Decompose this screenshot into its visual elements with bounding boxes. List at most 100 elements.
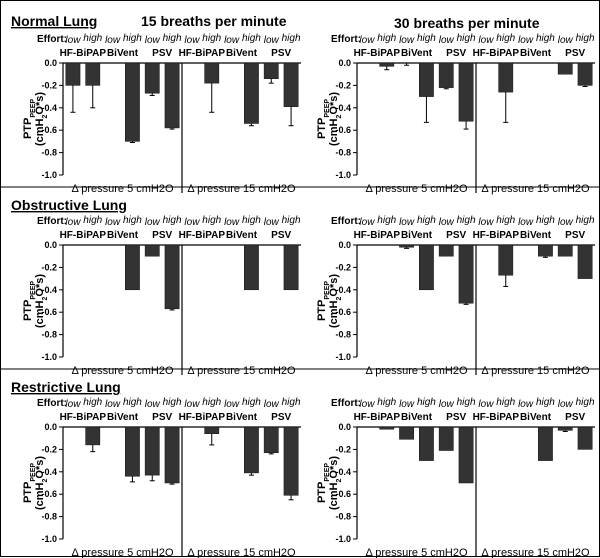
bar [244,244,259,291]
bar [438,426,454,451]
delta-pressure-label: Δ pressure 15 cmH2O [481,547,590,558]
mode-label: BiVent [107,412,139,423]
effort-level-low: low [478,35,494,46]
bar [577,244,593,279]
effort-level-high: high [202,215,221,226]
effort-level-low: low [145,399,161,410]
mode-label: PSV [446,48,466,59]
y-tick-label: 0.0 [44,240,57,250]
effort-level-low: low [264,399,280,410]
bar [263,426,279,454]
bar [557,426,573,431]
y-tick-label: -0.4 [41,285,57,295]
effort-level-high: high [457,215,476,226]
effort-level-low: low [105,399,121,410]
y-tick-label: -0.6 [335,125,351,135]
y-tick-label: -0.8 [335,512,351,522]
y-tick-label: -0.4 [41,467,57,477]
effort-level-high: high [496,215,515,226]
bar [204,426,220,434]
y-tick-label: -1.0 [41,352,57,362]
effort-level-low: low [478,399,494,410]
bar [458,426,474,484]
y-tick-label: -1.0 [335,352,351,362]
col-title-15bpm: 15 breaths per minute [141,13,287,29]
bar [577,62,593,86]
effort-label: Effort: [331,216,361,227]
effort-level-high: high [163,33,182,44]
y-tick-label: -0.6 [41,125,57,135]
y-tick-label: -0.2 [335,80,351,90]
y-tick-label: 0.0 [338,58,351,68]
mode-label: BiVent [520,412,552,423]
y-tick-label: -0.6 [335,307,351,317]
bar [164,62,180,129]
y-axis-unit: (cmH2O*s) [34,274,49,328]
effort-level-low: low [359,399,375,410]
effort-level-high: high [576,397,595,408]
delta-pressure-label: Δ pressure 15 cmH2O [187,547,296,558]
y-tick-label: -0.2 [41,262,57,272]
bar [498,244,514,276]
mode-label: PSV [152,48,172,59]
effort-level-low: low [518,399,534,410]
mode-label: BiVent [107,48,139,59]
effort-label: Effort: [37,216,67,227]
mode-label: HF-BiPAP [179,48,226,59]
y-tick-label: -0.6 [41,307,57,317]
bar [399,426,414,440]
effort-level-low: low [105,217,121,228]
effort-level-low: low [359,35,375,46]
effort-level-low: low [65,35,81,46]
mode-label: BiVent [226,412,258,423]
effort-level-low: low [65,217,81,228]
bar [557,244,573,257]
effort-level-low: low [184,35,200,46]
effort-label: Effort: [37,34,67,45]
y-tick-label: -0.2 [335,444,351,454]
effort-level-low: low [518,217,534,228]
mode-label: BiVent [520,48,552,59]
effort-label: Effort: [331,398,361,409]
effort-level-low: low [478,217,494,228]
effort-level-high: high [536,33,555,44]
effort-level-low: low [264,35,280,46]
mode-label: HF-BiPAP [60,230,107,241]
y-axis-unit: (cmH2O*s) [328,274,343,328]
mode-label: BiVent [107,230,139,241]
effort-level-high: high [417,215,436,226]
bar [85,426,101,446]
y-tick-label: -0.8 [41,148,57,158]
effort-level-low: low [558,217,574,228]
y-tick-label: 0.0 [44,58,57,68]
effort-level-low: low [439,399,455,410]
y-tick-label: -0.8 [41,512,57,522]
effort-level-low: low [224,217,240,228]
mode-label: HF-BiPAP [179,412,226,423]
y-tick-label: -0.8 [335,330,351,340]
bar [85,62,101,86]
mode-label: PSV [152,412,172,423]
effort-level-low: low [184,399,200,410]
effort-level-high: high [123,33,142,44]
bar [438,62,454,88]
effort-level-high: high [576,33,595,44]
mode-label: PSV [565,48,585,59]
effort-level-high: high [496,33,515,44]
effort-level-high: high [457,397,476,408]
bar [577,426,593,450]
mode-label: PSV [446,412,466,423]
effort-level-high: high [282,33,301,44]
effort-level-high: high [202,397,221,408]
bar [438,244,454,257]
mode-label: HF-BiPAP [473,48,520,59]
y-axis-unit: (cmH2O*s) [328,456,343,510]
mode-label: HF-BiPAP [179,230,226,241]
mode-label: PSV [446,230,466,241]
delta-pressure-label: Δ pressure 15 cmH2O [481,183,590,195]
delta-pressure-label: Δ pressure 5 cmH2O [365,547,468,558]
effort-level-high: high [417,33,436,44]
bar [144,426,160,476]
